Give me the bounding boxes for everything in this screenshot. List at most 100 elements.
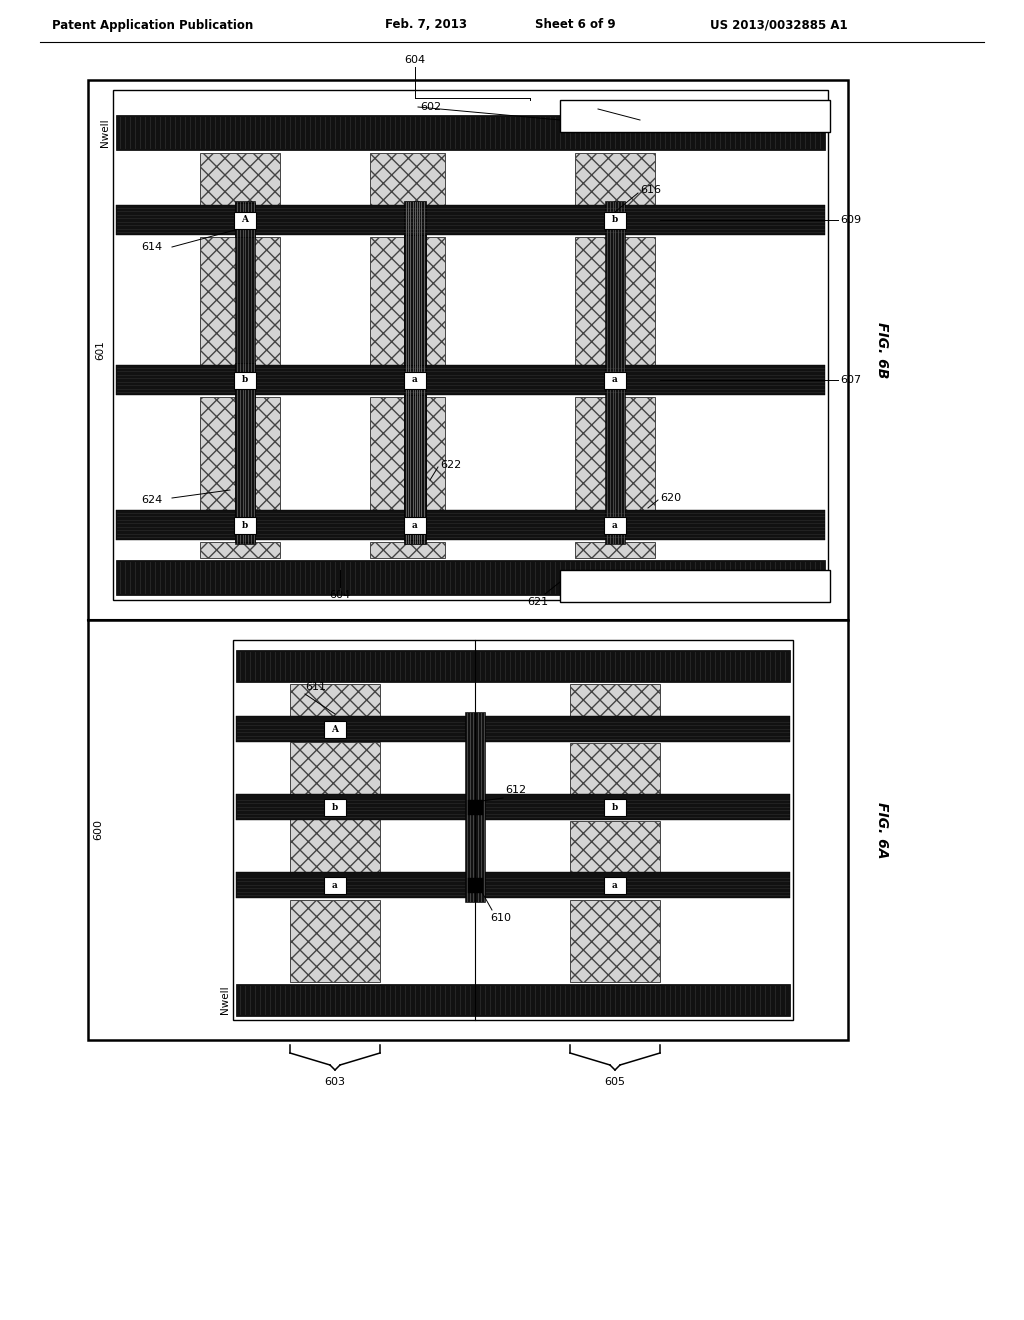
Text: 616: 616 (640, 185, 662, 195)
Bar (88, 620, 848, 1040)
Bar (575, 238, 655, 366)
Bar (607, 213, 623, 227)
Bar (200, 238, 280, 366)
Bar (570, 821, 660, 873)
Bar (468, 800, 482, 814)
Bar (604, 516, 626, 533)
Bar (290, 742, 380, 873)
Bar (607, 517, 623, 532)
Bar (290, 684, 380, 715)
Bar (88, 81, 848, 620)
Bar (605, 201, 625, 544)
Bar (324, 721, 346, 738)
Bar (234, 211, 256, 228)
Bar (575, 543, 655, 558)
Text: 621: 621 (527, 597, 549, 607)
Text: 606: 606 (600, 102, 621, 112)
Bar (200, 543, 280, 558)
Bar (116, 510, 825, 540)
Bar (370, 153, 445, 205)
Bar (465, 711, 485, 902)
Text: b: b (332, 803, 338, 812)
Bar (607, 372, 623, 388)
Text: 602: 602 (420, 102, 441, 112)
Bar (234, 201, 255, 544)
Bar (290, 900, 380, 982)
Text: Patent Application Publication: Patent Application Publication (52, 18, 253, 32)
Text: 609: 609 (840, 215, 861, 224)
Bar (200, 397, 280, 510)
Bar (570, 900, 660, 982)
Bar (324, 876, 346, 894)
Bar (570, 684, 660, 715)
Bar (604, 799, 626, 816)
Text: 610: 610 (490, 913, 511, 923)
Bar (404, 395, 426, 540)
Text: a: a (612, 375, 617, 384)
Bar (238, 517, 253, 532)
Text: b: b (242, 520, 248, 529)
Text: b: b (612, 803, 618, 812)
Text: 612: 612 (505, 785, 526, 795)
Bar (233, 640, 793, 1020)
Text: 607: 607 (840, 375, 861, 385)
Text: a: a (412, 375, 418, 384)
Text: 605: 605 (604, 1077, 626, 1086)
Text: a: a (332, 880, 338, 890)
Text: 601: 601 (95, 341, 105, 360)
Bar (408, 372, 423, 388)
Bar (238, 213, 253, 227)
Bar (408, 517, 423, 532)
Text: A: A (242, 215, 249, 224)
Text: 604: 604 (330, 590, 350, 601)
Text: FIG. 6A: FIG. 6A (874, 801, 889, 858)
Text: Feb. 7, 2013: Feb. 7, 2013 (385, 18, 467, 32)
Bar (116, 205, 825, 235)
Text: a: a (612, 880, 617, 890)
Bar (575, 153, 655, 205)
Bar (575, 397, 655, 510)
Text: a: a (612, 520, 617, 529)
Text: 604: 604 (404, 55, 426, 65)
Text: b: b (612, 215, 618, 224)
Text: Nwell: Nwell (220, 986, 230, 1014)
Bar (560, 570, 830, 602)
Bar (468, 878, 482, 892)
Text: 603: 603 (325, 1077, 345, 1086)
Bar (200, 153, 280, 205)
Bar (370, 238, 445, 366)
Bar (370, 543, 445, 558)
Bar (604, 371, 626, 388)
Bar (370, 397, 445, 510)
Bar (236, 873, 790, 898)
Bar (116, 560, 825, 595)
Text: 600: 600 (93, 820, 103, 841)
Bar (324, 799, 346, 816)
Bar (604, 211, 626, 228)
Bar (604, 876, 626, 894)
Bar (570, 743, 660, 795)
Text: 622: 622 (440, 459, 461, 470)
Text: Sheet 6 of 9: Sheet 6 of 9 (535, 18, 615, 32)
Bar (234, 371, 256, 388)
Bar (404, 201, 426, 544)
Bar (234, 516, 256, 533)
Bar (236, 795, 790, 820)
Bar (234, 363, 255, 543)
Text: a: a (412, 520, 418, 529)
Bar (404, 516, 426, 533)
Text: 624: 624 (141, 495, 163, 506)
Bar (236, 983, 790, 1016)
Bar (404, 235, 426, 366)
Bar (234, 203, 255, 238)
Bar (238, 372, 253, 388)
Text: US 2013/0032885 A1: US 2013/0032885 A1 (710, 18, 848, 32)
Bar (560, 100, 830, 132)
Bar (236, 649, 790, 682)
Text: b: b (242, 375, 248, 384)
Text: Nwell: Nwell (100, 119, 110, 147)
Bar (404, 371, 426, 388)
Bar (113, 90, 828, 601)
Text: FIG. 6B: FIG. 6B (874, 322, 889, 379)
Text: A: A (332, 725, 339, 734)
